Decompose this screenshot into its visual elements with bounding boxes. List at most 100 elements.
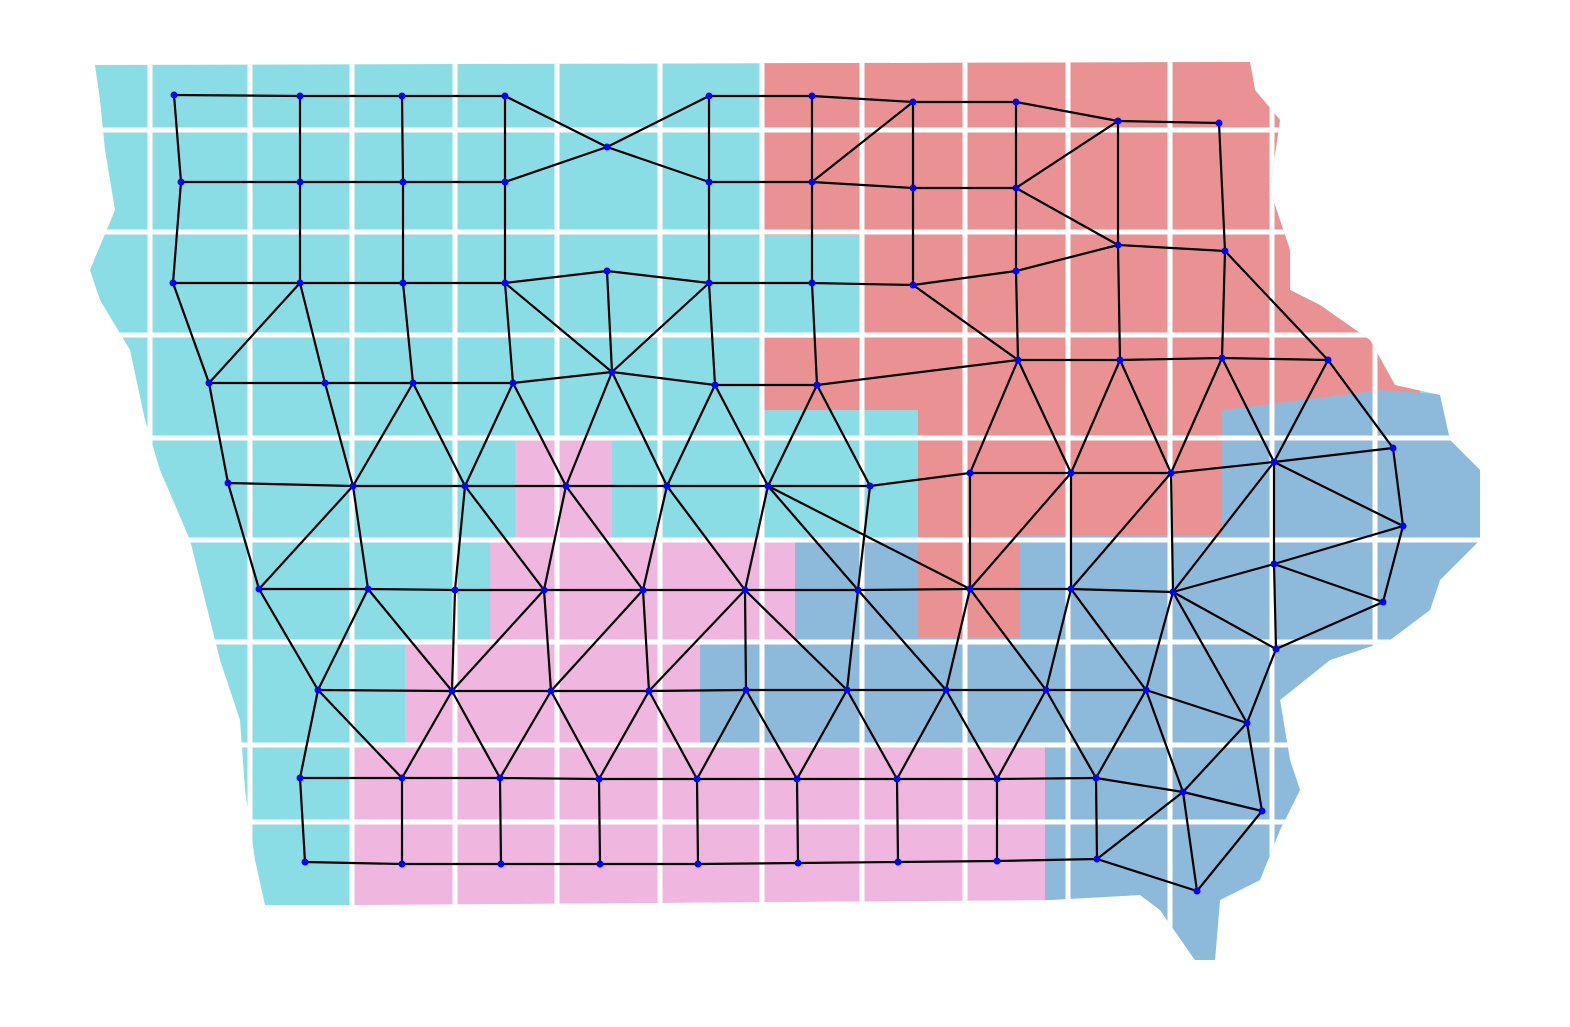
graph-edge xyxy=(1070,472,1172,590)
graph-node xyxy=(1114,241,1122,249)
graph-edge xyxy=(744,589,848,691)
graph-edge xyxy=(1015,120,1119,189)
graph-edge xyxy=(1182,722,1248,793)
graph-node xyxy=(1221,247,1229,255)
graph-edge xyxy=(795,778,800,864)
graph-edge xyxy=(451,690,501,779)
graph-edge xyxy=(1172,461,1275,593)
graph-node xyxy=(1399,522,1407,530)
graph-edge xyxy=(504,282,613,373)
graph-edge xyxy=(352,382,414,487)
graph-node xyxy=(398,774,406,782)
graph-edge xyxy=(498,777,503,865)
graph-edge xyxy=(298,282,327,384)
graph-node xyxy=(843,686,851,694)
graph-edge xyxy=(1217,122,1227,252)
graph-edge xyxy=(811,281,914,287)
graph-edge xyxy=(1182,790,1263,813)
graph-edge xyxy=(743,485,770,591)
graph-edge xyxy=(816,384,871,487)
graph-edge xyxy=(1327,359,1394,449)
graph-edge xyxy=(606,269,710,285)
graph-node xyxy=(540,586,548,594)
graph-edge xyxy=(171,282,211,384)
graph-edge xyxy=(996,689,1047,780)
graph-edge xyxy=(1015,243,1119,273)
graph-node xyxy=(639,586,647,594)
graph-node xyxy=(448,687,456,695)
graph-edge xyxy=(171,181,183,284)
graph-edge xyxy=(666,384,716,487)
graph-node xyxy=(399,279,407,287)
graph-edge xyxy=(1245,722,1264,812)
graph-node xyxy=(170,91,178,99)
graph-node xyxy=(1093,855,1101,863)
graph-edge xyxy=(648,589,746,692)
graph-node xyxy=(705,279,713,287)
graph-edge xyxy=(503,282,515,384)
graph-edge xyxy=(641,485,669,591)
graph-node xyxy=(1169,588,1177,596)
graph-node xyxy=(866,482,874,490)
graph-node xyxy=(608,368,616,376)
graph-node xyxy=(1067,469,1075,477)
graph-edge xyxy=(1069,359,1122,474)
graph-node xyxy=(1243,719,1251,727)
graph-edges xyxy=(171,93,1405,893)
graph-edge xyxy=(298,689,320,779)
graph-node xyxy=(793,775,801,783)
graph-edge xyxy=(1118,359,1173,474)
graph-edge xyxy=(317,588,369,691)
graph-edge xyxy=(895,778,900,863)
graph-edge xyxy=(969,588,1047,691)
graph-edge xyxy=(1095,776,1184,794)
graph-node xyxy=(349,482,357,490)
graph-node xyxy=(741,586,749,594)
graph-edge xyxy=(767,485,971,590)
graph-edge xyxy=(810,282,819,386)
graph-node xyxy=(399,178,407,186)
graph-edge xyxy=(1272,563,1278,650)
graph-node xyxy=(205,379,213,387)
graph-node xyxy=(296,279,304,287)
graph-nodes xyxy=(169,91,1407,895)
graph-edge xyxy=(605,270,614,373)
graph-node xyxy=(1215,119,1223,127)
graph-edge xyxy=(317,689,403,779)
graph-node xyxy=(451,586,459,594)
graph-node xyxy=(808,92,816,100)
graph-edge xyxy=(707,282,717,386)
graph-node xyxy=(813,381,821,389)
graph-edge xyxy=(1273,524,1404,566)
graph-edge xyxy=(648,690,698,780)
graph-node xyxy=(364,585,372,593)
graph-edge xyxy=(945,689,998,780)
graph-edge xyxy=(1172,591,1248,724)
graph-node xyxy=(894,858,902,866)
graph-node xyxy=(409,379,417,387)
graph-node xyxy=(1379,598,1387,606)
graph-node xyxy=(966,585,974,593)
graph-node xyxy=(301,858,309,866)
graph-edge xyxy=(1117,243,1226,253)
graph-edge xyxy=(743,589,748,691)
graph-edge xyxy=(367,587,456,592)
graph-edge xyxy=(996,857,1098,863)
graph-edge xyxy=(512,382,567,487)
graph-node xyxy=(296,774,304,782)
graph-edge xyxy=(912,269,1017,287)
graph-edge xyxy=(1119,356,1223,362)
graph-edge xyxy=(1172,562,1275,594)
graph-node xyxy=(711,381,719,389)
graph-node xyxy=(909,98,917,106)
graph-node xyxy=(603,267,611,275)
graph-edge xyxy=(845,589,860,691)
graph-edge xyxy=(1070,588,1147,691)
graph-edge xyxy=(512,370,613,385)
graph-edge xyxy=(666,485,746,591)
graph-node xyxy=(509,379,517,387)
graph-edge xyxy=(597,778,602,865)
graph-edge xyxy=(1273,461,1404,527)
graph-edge xyxy=(412,382,466,487)
